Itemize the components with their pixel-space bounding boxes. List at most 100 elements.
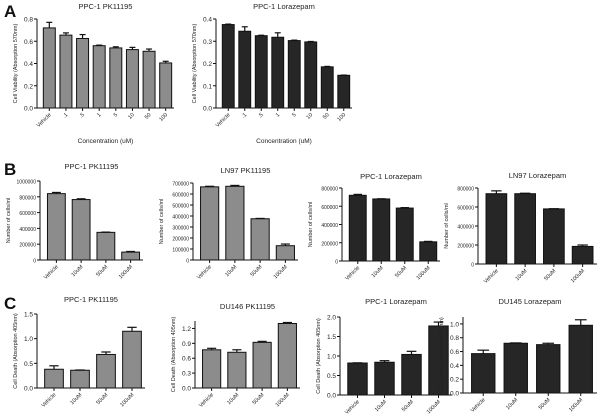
y-tick-label: 600000 bbox=[321, 205, 338, 211]
y-tick-label: 1.5 bbox=[24, 312, 33, 319]
bar bbox=[571, 245, 594, 265]
bar bbox=[71, 199, 91, 261]
y-tick-label: 600000 bbox=[457, 206, 474, 212]
x-tick-label: 10uM bbox=[226, 392, 240, 406]
y-tick-label: 0.5 bbox=[24, 361, 33, 368]
y-tick-label: 1.2 bbox=[182, 326, 191, 333]
x-tick-label: 50uM bbox=[401, 399, 415, 413]
bar bbox=[250, 218, 270, 261]
x-tick-label: Vehicle bbox=[196, 264, 213, 281]
x-tick-label: 50uM bbox=[538, 397, 552, 411]
y-tick-label: 0.2 bbox=[24, 83, 33, 90]
y-tick-label: 600000 bbox=[172, 193, 189, 199]
y-tick-label: 0.6 bbox=[24, 39, 33, 46]
bar bbox=[471, 353, 496, 394]
y-tick-label: 0.3 bbox=[182, 371, 191, 378]
chart-10: DU145 Lorazepam 0.0 0.2 0.4 0.6 0.8 1.0 Cell De… bbox=[439, 297, 597, 414]
y-tick-label: 700000 bbox=[172, 182, 189, 188]
y-axis-label: Number of cells/ml bbox=[444, 203, 450, 249]
y-tick-label: 0.4 bbox=[450, 363, 459, 370]
y-tick-label: 0 bbox=[471, 263, 474, 269]
chart-title: PPC-1 PK11195 bbox=[64, 295, 118, 304]
y-tick-label: 0.0 bbox=[24, 386, 33, 393]
panel-label-b: B bbox=[4, 160, 17, 179]
bar bbox=[337, 74, 351, 109]
bar bbox=[536, 344, 561, 394]
bar bbox=[395, 207, 414, 262]
x-tick-label: 50 bbox=[322, 112, 331, 121]
chart-4: LN97 PK11195 0 100000 200000 300000 400000 500… bbox=[159, 166, 298, 281]
y-tick-label: 0.2 bbox=[450, 377, 459, 384]
bar bbox=[109, 47, 123, 109]
y-tick-label: 0.0 bbox=[203, 106, 212, 113]
x-tick-label: 50uM bbox=[394, 265, 408, 279]
x-tick-label: 10uM bbox=[371, 265, 385, 279]
chart-1: PPC-1 PK11195 0.0 0.2 0.4 0.6 0.8 Cell Viabili… bbox=[13, 2, 174, 145]
bar bbox=[122, 330, 142, 389]
bar bbox=[46, 193, 66, 261]
y-tick-label: 0.4 bbox=[24, 61, 33, 68]
bar bbox=[401, 353, 422, 396]
x-tick-label: 100uM bbox=[416, 265, 432, 281]
bar bbox=[254, 35, 268, 109]
y-tick-label: 1.5 bbox=[327, 334, 336, 341]
x-tick-label: 50uM bbox=[543, 268, 557, 282]
chart-title: PPC-1 Lorazepam bbox=[365, 297, 427, 306]
x-tick-label: 50uM bbox=[250, 264, 264, 278]
y-tick-label: 2.0 bbox=[327, 315, 336, 322]
y-tick-label: 400000 bbox=[321, 223, 338, 229]
y-tick-label: 0.0 bbox=[182, 386, 191, 393]
x-tick-label: 50uM bbox=[252, 392, 266, 406]
bar bbox=[287, 40, 301, 109]
y-tick-label: 0.5 bbox=[327, 373, 336, 380]
chart-7: PPC-1 PK11195 0.0 0.5 1.0 1.5 Cell Death (Abs… bbox=[13, 295, 145, 409]
chart-3: PPC-1 PK11195 0 200000 400000 600000 800000 10… bbox=[6, 162, 143, 281]
chart-title: PPC-1 Lorazepam bbox=[253, 2, 315, 11]
bar bbox=[121, 251, 141, 261]
chart-title: DU145 Lorazepam bbox=[499, 297, 562, 306]
chart-title: PPC-1 PK11195 bbox=[79, 2, 133, 11]
y-tick-label: 200000 bbox=[172, 237, 189, 243]
x-tick-label: 10uM bbox=[224, 264, 238, 278]
y-tick-label: 300000 bbox=[172, 226, 189, 232]
x-tick-label: .1 bbox=[241, 112, 248, 119]
x-tick-label: 100uM bbox=[275, 392, 291, 408]
x-tick-label: 100uM bbox=[568, 397, 584, 413]
bar bbox=[374, 361, 395, 396]
x-tick-label: 100uM bbox=[273, 264, 289, 280]
y-tick-label: 0.8 bbox=[24, 17, 33, 24]
x-tick-label: 100uM bbox=[119, 392, 135, 408]
y-tick-label: 200000 bbox=[457, 244, 474, 250]
y-tick-label: 600000 bbox=[19, 211, 36, 217]
chart-title: PPC-1 PK11195 bbox=[65, 162, 119, 171]
y-tick-label: 0.6 bbox=[450, 349, 459, 356]
x-axis-label: Concentration (uM) bbox=[78, 138, 134, 145]
chart-5: PPC-1 Lorazepam 0 200000 400000 600000 800000… bbox=[308, 172, 440, 282]
y-axis-label: Cell Death (Absorption 405nm) bbox=[171, 317, 177, 393]
x-tick-label: 1 bbox=[275, 112, 281, 118]
x-tick-label: 100uM bbox=[118, 264, 134, 280]
x-tick-label: 50 bbox=[144, 112, 153, 121]
bar bbox=[96, 231, 116, 261]
x-tick-label: 5 bbox=[291, 112, 297, 118]
y-axis-label: Cell Death (Absorption 405nm) bbox=[439, 317, 445, 393]
y-tick-label: 0.3 bbox=[203, 39, 212, 46]
y-tick-label: 0.0 bbox=[450, 391, 459, 398]
x-tick-label: 1 bbox=[96, 112, 102, 118]
x-axis-label: Concentration (uM) bbox=[256, 138, 312, 145]
y-tick-label: 200000 bbox=[19, 243, 36, 249]
x-tick-label: Vehicle bbox=[344, 399, 361, 416]
bar bbox=[304, 41, 318, 109]
y-tick-label: 500000 bbox=[172, 204, 189, 210]
x-tick-label: 100 bbox=[336, 112, 347, 123]
bar bbox=[225, 185, 245, 261]
bar bbox=[275, 245, 295, 261]
y-axis-label: Number of cells/ml bbox=[6, 198, 12, 244]
bar bbox=[125, 49, 139, 109]
y-tick-label: 0.2 bbox=[203, 61, 212, 68]
bar bbox=[59, 34, 73, 109]
bar bbox=[76, 37, 90, 109]
y-tick-label: 0.8 bbox=[450, 335, 459, 342]
x-tick-label: Vehicle bbox=[41, 392, 58, 409]
